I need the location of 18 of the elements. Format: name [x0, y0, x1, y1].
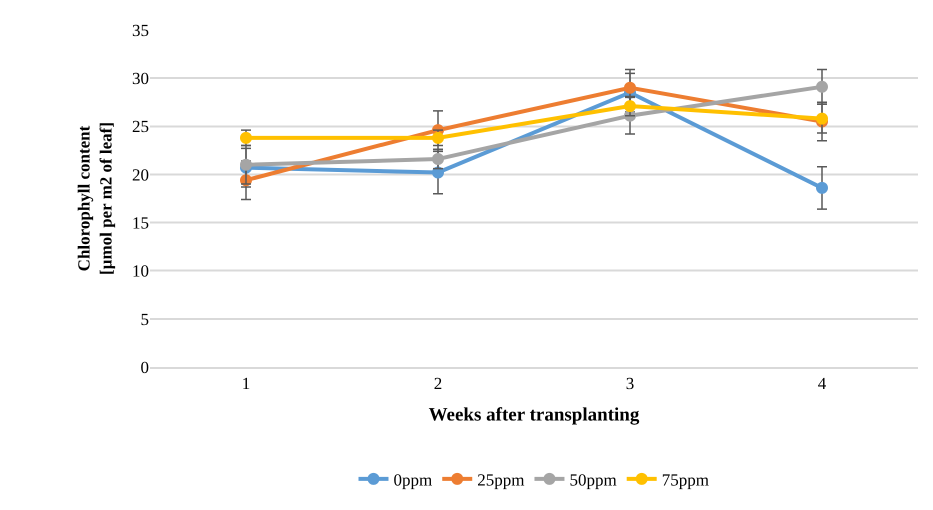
y-tick-label: 5: [140, 310, 149, 329]
y-axis-title: Chlorophyll content [µmol per m2 of leaf]: [74, 122, 116, 275]
legend-label: 75ppm: [662, 470, 709, 490]
x-tick-label: 4: [818, 374, 827, 394]
y-tick-label: 0: [140, 358, 149, 377]
legend-label: 0ppm: [394, 470, 432, 490]
y-tick-label: 30: [132, 69, 149, 88]
x-tick-label: 1: [242, 374, 250, 394]
x-axis-title: Weeks after transplanting: [428, 404, 640, 426]
x-tick-label: 3: [626, 374, 634, 394]
y-tick-label: 10: [132, 262, 149, 281]
y-tick-label: 35: [132, 20, 149, 40]
y-tick-label: 20: [132, 165, 149, 184]
y-tick-label: 25: [132, 117, 149, 136]
legend-label: 25ppm: [477, 470, 524, 490]
x-tick-label: 2: [434, 374, 442, 394]
legend-label: 50ppm: [569, 470, 617, 490]
y-tick-label: 15: [132, 214, 149, 233]
